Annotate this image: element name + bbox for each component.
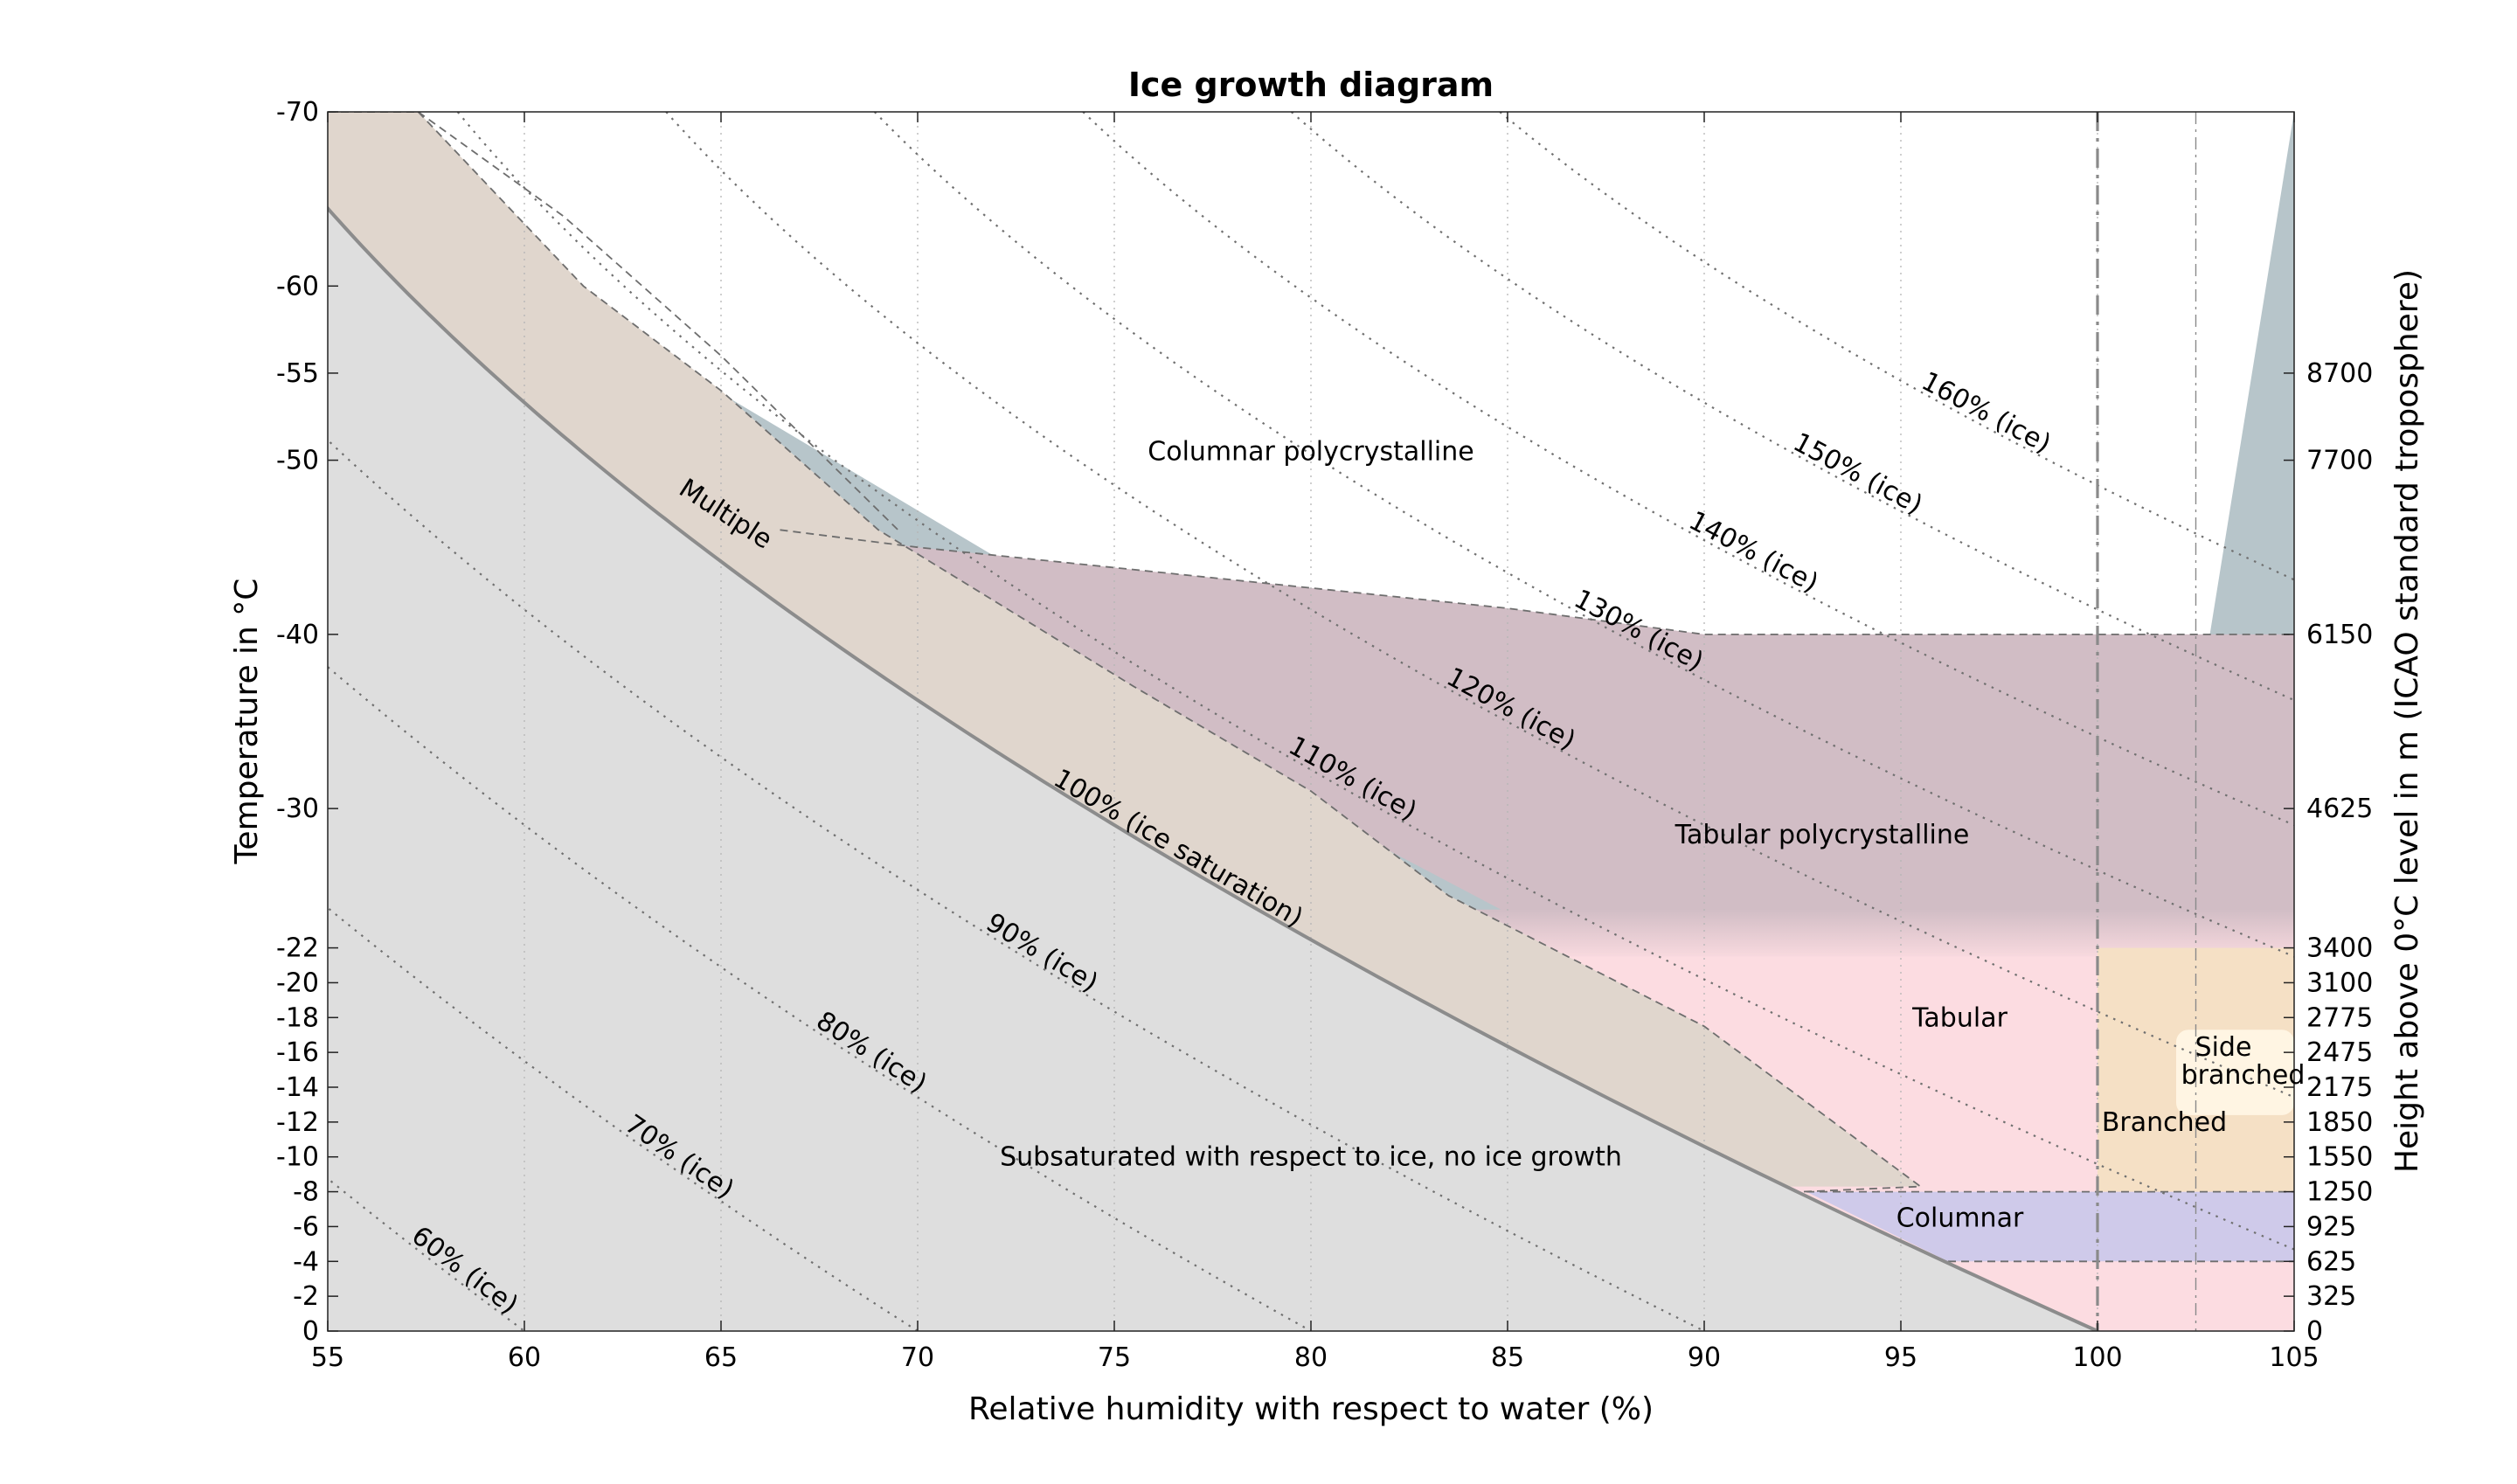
- y-tick-label: -8: [293, 1177, 319, 1208]
- boundary-layer: [328, 112, 2294, 1331]
- y2-tick-label: 7700: [2306, 446, 2373, 476]
- y2-tick-label: 2475: [2306, 1037, 2373, 1068]
- x-tick-label: 100: [2072, 1342, 2122, 1373]
- y-tick-label: -10: [276, 1142, 319, 1173]
- y2-tick-label: 625: [2306, 1246, 2356, 1277]
- region-tabular-polycrystalline: [780, 530, 2294, 913]
- x-axis-title: Relative humidity with respect to water …: [968, 1391, 1654, 1427]
- ice-saturation-curve: [328, 205, 2098, 1331]
- y-tick-label: -22: [276, 933, 319, 964]
- y-tick-label: -60: [276, 271, 319, 302]
- y2-tick-label: 1850: [2306, 1107, 2373, 1138]
- y2-tick-label: 3400: [2306, 933, 2373, 964]
- region-label: Columnar: [1896, 1203, 2024, 1233]
- x-tick-label: 55: [311, 1342, 344, 1373]
- x-tick-label: 65: [704, 1342, 738, 1373]
- x-tick-label: 85: [1491, 1342, 1524, 1373]
- region-label: Tabular: [1911, 1002, 2008, 1033]
- y-tick-label: -14: [276, 1072, 319, 1103]
- y2-tick-label: 8700: [2306, 358, 2373, 389]
- region-label: Side: [2195, 1032, 2252, 1063]
- region-label: Tabular polycrystalline: [1675, 820, 1970, 850]
- y-tick-label: -40: [276, 620, 319, 650]
- y2-tick-label: 925: [2306, 1211, 2356, 1242]
- x-tick-label: 95: [1884, 1342, 1917, 1373]
- y2-tick-label: 4625: [2306, 794, 2373, 824]
- y2-tick-label: 0: [2306, 1316, 2323, 1347]
- isolines-layer: [328, 112, 2294, 1331]
- ticks-layer: 55 60 65 70 75 80 85 90 95 100 1050-2-4-6-8-10-12-…: [276, 97, 2373, 1373]
- y-tick-label: -18: [276, 1002, 319, 1033]
- region-label: Columnar polycrystalline: [1148, 437, 1473, 468]
- y-axis-title: Temperature in °C: [229, 579, 265, 865]
- x-tick-label: 80: [1294, 1342, 1328, 1373]
- y-tick-label: -20: [276, 967, 319, 998]
- y2-tick-label: 3100: [2306, 967, 2373, 998]
- y2-tick-label: 2775: [2306, 1002, 2373, 1033]
- y2-tick-label: 6150: [2306, 620, 2373, 650]
- grid-layer: [524, 112, 2098, 1331]
- y-tick-label: -50: [276, 446, 319, 476]
- y-tick-label: -16: [276, 1037, 319, 1068]
- regions-layer: [328, 112, 2294, 1331]
- y-tick-label: -2: [293, 1281, 319, 1312]
- x-tick-label: 70: [901, 1342, 934, 1373]
- x-tick-label: 75: [1098, 1342, 1131, 1373]
- region-label: Subsaturated with respect to ice, no ice…: [1000, 1142, 1622, 1173]
- x-tick-label: 60: [508, 1342, 541, 1373]
- y2-tick-label: 325: [2306, 1281, 2356, 1312]
- chart-title: Ice growth diagram: [1128, 66, 1494, 104]
- y2-tick-label: 1550: [2306, 1142, 2373, 1173]
- isoline: [328, 439, 1705, 1331]
- isoline: [456, 112, 2294, 1251]
- region-label: branched: [2181, 1060, 2306, 1091]
- y-tick-label: -6: [293, 1211, 319, 1242]
- y-tick-label: -55: [276, 358, 319, 389]
- isoline: [1082, 112, 2294, 827]
- region-multiple: [328, 112, 1921, 1187]
- region-subsaturated: [328, 112, 2098, 1331]
- boundary-colpoly-left: [417, 112, 899, 530]
- boundary-tabpoly-top: [780, 529, 2294, 635]
- y2-axis-title: Height above 0°C level in m (ICAO standa…: [2389, 269, 2425, 1173]
- y2-tick-label: 1250: [2306, 1177, 2373, 1208]
- y-tick-label: -30: [276, 794, 319, 824]
- region-label: Branched: [2102, 1107, 2227, 1138]
- y-tick-label: -4: [293, 1246, 319, 1277]
- isoline: [328, 665, 1312, 1331]
- x-tick-label: 90: [1688, 1342, 1721, 1373]
- boundary-multiple: [417, 112, 1924, 1193]
- region-columnar: [1806, 1191, 2294, 1262]
- x-tick-label: 105: [2269, 1342, 2319, 1373]
- y-tick-label: 0: [302, 1316, 319, 1347]
- y2-tick-label: 2175: [2306, 1072, 2373, 1103]
- y-tick-label: -12: [276, 1107, 319, 1138]
- y-tick-label: -70: [276, 97, 319, 128]
